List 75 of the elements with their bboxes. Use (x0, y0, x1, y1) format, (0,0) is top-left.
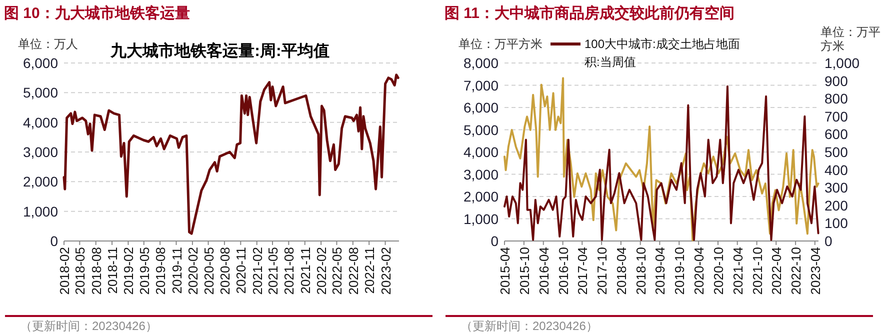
x-tick-label: 2022-04 (769, 247, 784, 295)
y2-axis-title: 单位：万平方米 (820, 25, 880, 53)
y-tick-label: 5,000 (22, 84, 58, 101)
x-tick-label: 2021-10 (750, 247, 765, 295)
y2-tick-label: 1,000 (824, 55, 860, 71)
chart-title: 图 11：大中城市商品房成交较此前仍有空间 (444, 4, 735, 22)
x-tick-label: 2018-11 (105, 247, 120, 294)
x-tick-label: 2019-11 (169, 247, 184, 294)
x-tick-label: 2017-10 (594, 247, 610, 295)
x-tick-label: 2020-02 (185, 247, 200, 295)
y-axis-title: 单位：万人 (18, 37, 78, 51)
x-tick-label: 2019-02 (121, 247, 136, 295)
y-tick-label: 6,000 (463, 100, 499, 116)
text: （更新时间：20230426） (460, 319, 598, 333)
x-tick-label: 2021-04 (730, 247, 746, 295)
x-tick-label: 2020-08 (217, 247, 232, 295)
x-tick-label: 2016-10 (556, 247, 571, 295)
y-tick-label: 5,000 (463, 122, 499, 138)
x-tick-label: 2016-04 (536, 247, 552, 295)
y-axis-title: 单位：万平方米 (458, 37, 542, 51)
y-tick-label: 2,000 (463, 188, 499, 204)
x-tick-label: 2021-05 (265, 247, 280, 295)
y-tick-label: 8,000 (463, 55, 499, 71)
x-tick-label: 2021-11 (298, 247, 313, 294)
y-tick-label: 3,000 (463, 166, 499, 182)
y-tick-label: 3,000 (22, 144, 58, 160)
x-tick-label: 2018-08 (88, 247, 104, 295)
chart-title: 图 10：九大城市地铁客运量 (4, 4, 190, 22)
x-tick-label: 2021-02 (250, 247, 265, 295)
x-tick-label: 2020-11 (234, 247, 249, 294)
y2-tick-label: 500 (824, 144, 848, 160)
x-tick-label: 2018-02 (57, 247, 72, 295)
y-tick-label: 4,000 (463, 144, 499, 160)
x-tick-label: 2019-04 (652, 247, 668, 295)
x-tick-label: 2018-10 (633, 247, 648, 295)
x-tick-label: 2020-04 (692, 247, 707, 295)
y-tick-label: 6,000 (22, 55, 58, 71)
y2-tick-label: 800 (824, 90, 848, 107)
y-tick-label: 0 (50, 233, 58, 249)
y-tick-label: 4,000 (22, 114, 58, 130)
x-tick-label: 2019-08 (153, 247, 168, 295)
y2-tick-label: 700 (824, 108, 848, 124)
x-tick-label: 2022-10 (788, 247, 804, 295)
x-tick-label: 2018-05 (72, 247, 88, 295)
x-tick-label: 2017-04 (575, 247, 590, 295)
y2-tick-label: 300 (824, 180, 848, 196)
text: 九大城市地铁客运量:周:平均值 (110, 41, 330, 60)
x-tick-label: 2020-10 (711, 247, 726, 295)
x-tick-label: 2022-08 (346, 247, 361, 295)
text: （更新时间：20230426） (20, 319, 158, 333)
x-tick-label: 2019-05 (136, 247, 152, 295)
legend-label: 100大中城市:成交土地占地面积:当周值 (584, 37, 740, 69)
x-tick-label: 2015-04 (498, 247, 512, 295)
x-tick-label: 2022-11 (362, 247, 378, 294)
y2-tick-label: 100 (824, 215, 848, 232)
y2-tick-label: 0 (824, 233, 832, 249)
x-tick-label: 2021-08 (282, 247, 297, 295)
x-tick-label: 2022-05 (330, 247, 345, 295)
y-tick-label: 1,000 (463, 210, 499, 227)
y2-tick-label: 400 (824, 162, 848, 178)
x-tick-label: 2023-04 (808, 247, 823, 295)
y2-tick-label: 200 (824, 197, 848, 214)
line-series (62, 74, 400, 235)
x-tick-label: 2018-04 (614, 247, 629, 295)
x-tick-label: 2023-02 (378, 247, 394, 295)
y2-tick-label: 900 (824, 72, 848, 89)
x-tick-label: 2022-02 (314, 247, 330, 295)
y-tick-label: 7,000 (463, 77, 499, 94)
x-tick-label: 2020-05 (201, 247, 216, 295)
y-tick-label: 1,000 (22, 203, 58, 220)
y2-tick-label: 600 (824, 126, 848, 142)
y-tick-label: 0 (490, 233, 499, 249)
x-tick-label: 2015-10 (516, 247, 532, 295)
y-tick-label: 2,000 (22, 174, 58, 190)
x-tick-label: 2019-10 (672, 247, 688, 295)
